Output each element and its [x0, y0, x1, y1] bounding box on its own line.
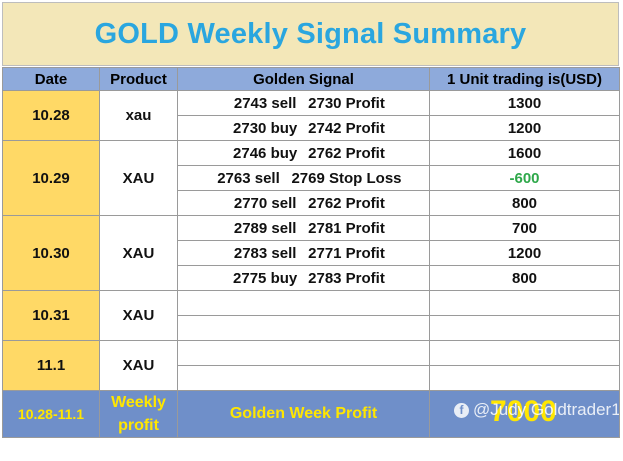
amount-cell: 1200	[429, 115, 620, 141]
amount-cell	[429, 290, 620, 316]
date-cell: 10.29	[2, 140, 100, 216]
signal-entry: 2770 sell	[233, 194, 297, 212]
signal-entry: 2783 sell	[233, 244, 297, 262]
product-cell: XAU	[99, 215, 178, 291]
signal-entry: 2763 sell	[217, 169, 280, 187]
footer-weekly-line1: Weekly	[111, 394, 166, 411]
table-row	[3, 365, 620, 391]
signal-table: Date Product Golden Signal 1 Unit tradin…	[2, 67, 620, 438]
signal-entry: 2775 buy	[233, 269, 298, 287]
signal-result: 2781 Profit	[308, 219, 385, 237]
signal-entry: 2746 buy	[233, 144, 298, 162]
table-body: 10.28 xau 2743 sell 2730 Profit 1300 2730 buy…	[2, 90, 620, 391]
amount-cell: 1200	[429, 240, 620, 266]
signal-cell: 2746 buy 2762 Profit	[177, 140, 430, 166]
facebook-icon: f	[454, 402, 469, 418]
header-signal: Golden Signal	[177, 67, 430, 91]
signal-cell: 2775 buy 2783 Profit	[177, 265, 430, 291]
footer-total-cell: 7000 f @Judy Goldtrader1	[429, 390, 620, 438]
signal-result: 2742 Profit	[308, 119, 385, 137]
table-row: 10.29 XAU 2746 buy 2762 Profit 1600	[2, 140, 620, 216]
amount-cell: 1600	[429, 140, 620, 166]
table-row: 10.30 XAU 2789 sell 2781 Profit 700	[2, 215, 620, 291]
table-row: 2770 sell 2762 Profit 800	[3, 190, 620, 216]
product-cell: xau	[99, 90, 178, 141]
signal-result: 2769 Stop Loss	[291, 169, 402, 187]
footer-weekly-line2: profit	[118, 417, 159, 434]
watermark: f @Judy Goldtrader1	[454, 400, 620, 420]
signal-result: 2730 Profit	[308, 94, 385, 112]
table-row: 2763 sell 2769 Stop Loss -600	[3, 165, 620, 191]
signal-cell: 2743 sell 2730 Profit	[177, 90, 430, 116]
amount-cell: 800	[429, 190, 620, 216]
watermark-text: @Judy Goldtrader1	[473, 400, 620, 419]
signal-cell	[177, 365, 430, 391]
footer-label: Golden Week Profit	[177, 390, 430, 438]
header-date: Date	[2, 67, 100, 91]
signal-cell: 2730 buy 2742 Profit	[177, 115, 430, 141]
signal-cell: 2789 sell 2781 Profit	[177, 215, 430, 241]
signal-result: 2771 Profit	[308, 244, 385, 262]
signal-result: 2783 Profit	[308, 269, 385, 287]
date-cell: 11.1	[2, 340, 100, 391]
date-cell: 10.28	[2, 90, 100, 141]
amount-cell: 700	[429, 215, 620, 241]
signal-cell: 2770 sell 2762 Profit	[177, 190, 430, 216]
page-title: GOLD Weekly Signal Summary	[94, 17, 527, 50]
header-product: Product	[99, 67, 178, 91]
amount-cell	[429, 365, 620, 391]
amount-cell: -600	[429, 165, 620, 191]
footer-row: 10.28-11.1 Weekly profit Golden Week Pro…	[2, 390, 620, 438]
amount-cell	[429, 315, 620, 341]
signal-cell	[177, 340, 430, 366]
signal-cell	[177, 315, 430, 341]
signal-entry: 2743 sell	[233, 94, 297, 112]
header-amount: 1 Unit trading is(USD)	[429, 67, 620, 91]
title-bar: GOLD Weekly Signal Summary	[2, 2, 619, 66]
product-cell: XAU	[99, 290, 178, 341]
header-row: Date Product Golden Signal 1 Unit tradin…	[2, 67, 620, 91]
weekly-total: 7000	[490, 395, 557, 428]
signal-entry: 2730 buy	[233, 119, 298, 137]
table-row	[3, 315, 620, 341]
signal-cell: 2763 sell 2769 Stop Loss	[177, 165, 430, 191]
product-cell: XAU	[99, 140, 178, 216]
signal-result: 2762 Profit	[308, 194, 385, 212]
table-row: 10.31 XAU	[2, 290, 620, 341]
date-cell: 10.31	[2, 290, 100, 341]
signal-cell: 2783 sell 2771 Profit	[177, 240, 430, 266]
footer-range: 10.28-11.1	[2, 390, 100, 438]
signal-entry: 2789 sell	[233, 219, 297, 237]
table-row: 11.1 XAU	[2, 340, 620, 391]
amount-cell: 1300	[429, 90, 620, 116]
date-cell: 10.30	[2, 215, 100, 291]
amount-cell: 800	[429, 265, 620, 291]
signal-cell	[177, 290, 430, 316]
footer-weekly-label: Weekly profit	[99, 390, 178, 438]
table-row: 10.28 xau 2743 sell 2730 Profit 1300	[2, 90, 620, 141]
product-cell: XAU	[99, 340, 178, 391]
table-row: 2730 buy 2742 Profit 1200	[3, 115, 620, 141]
amount-cell	[429, 340, 620, 366]
table-row: 2775 buy 2783 Profit 800	[3, 265, 620, 291]
signal-result: 2762 Profit	[308, 144, 385, 162]
